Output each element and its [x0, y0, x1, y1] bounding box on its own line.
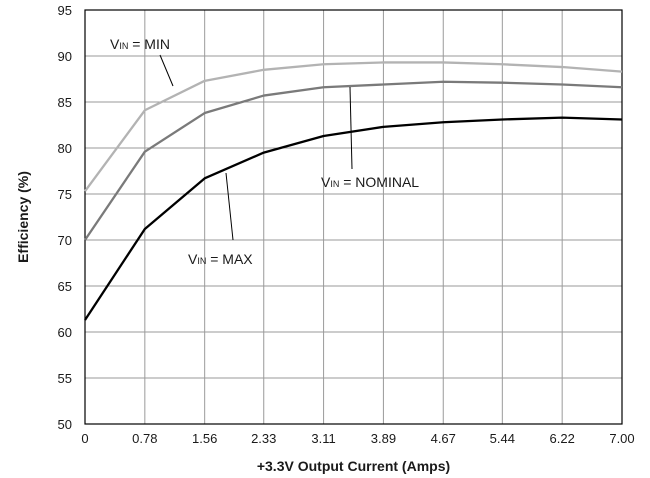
annotation-leader-line	[349, 86, 353, 170]
x-tick-label: 4.67	[431, 431, 456, 446]
series-line	[84, 80, 623, 241]
y-axis-title: Efficiency (%)	[15, 171, 31, 263]
y-tick-label: 75	[58, 187, 72, 202]
series-annotation-label: VIN = NOMINAL	[321, 174, 419, 190]
series-annotation-label: VIN = MAX	[188, 251, 253, 267]
plot-frame	[84, 9, 623, 425]
y-tick-label: 50	[58, 417, 72, 432]
y-tick-label: 80	[58, 141, 72, 156]
annotation-leaders	[159, 54, 353, 241]
y-tick-labels: 50 55 60 65 70 75 80 85 90 95	[58, 3, 72, 432]
series-annotation-label: VIN = MIN	[110, 36, 170, 52]
x-tick-label: 3.89	[371, 431, 396, 446]
x-tick-label: 7.00	[609, 431, 634, 446]
x-tick-label: 2.33	[251, 431, 276, 446]
x-tick-label: 6.22	[550, 431, 575, 446]
x-tick-label: 1.56	[192, 431, 217, 446]
y-tick-label: 70	[58, 233, 72, 248]
series-line	[84, 116, 623, 321]
x-tick-label: 0	[81, 431, 88, 446]
y-tick-label: 85	[58, 95, 72, 110]
series-lines	[84, 61, 623, 321]
x-tick-label: 3.11	[311, 431, 335, 446]
grid-lines	[84, 9, 623, 425]
annotations: VIN = MIN VIN = NOMINAL VIN = MAX	[110, 36, 419, 267]
annotation-leader-line	[225, 172, 234, 241]
y-tick-label: 60	[58, 325, 72, 340]
annotation-leader-line	[159, 54, 174, 87]
x-tick-labels: 0 0.78 1.56 2.33 3.11 3.89 4.67 5.44 6.22 7.00	[81, 431, 634, 446]
y-tick-label: 90	[58, 49, 72, 64]
x-tick-label: 5.44	[490, 431, 515, 446]
y-tick-label: 55	[58, 371, 72, 386]
series-line	[84, 61, 623, 192]
x-tick-label: 0.78	[132, 431, 157, 446]
y-tick-label: 95	[58, 3, 72, 18]
x-axis-title: +3.3V Output Current (Amps)	[257, 458, 450, 474]
y-tick-label: 65	[58, 279, 72, 294]
